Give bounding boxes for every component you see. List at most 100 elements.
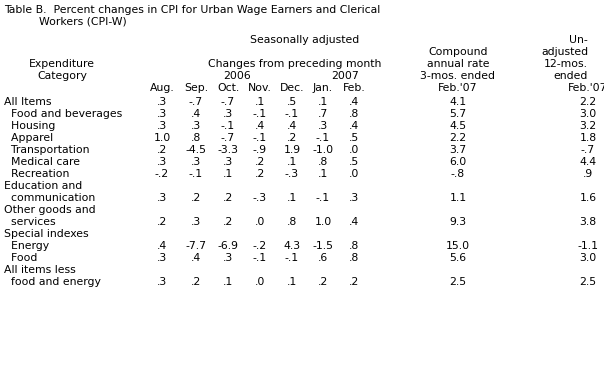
Text: Housing: Housing	[4, 121, 56, 131]
Text: communication: communication	[4, 193, 95, 203]
Text: .2: .2	[157, 217, 167, 227]
Text: .4: .4	[349, 217, 359, 227]
Text: Nov.: Nov.	[248, 83, 272, 93]
Text: .2: .2	[255, 169, 265, 179]
Text: .2: .2	[318, 277, 328, 287]
Text: .2: .2	[191, 193, 201, 203]
Text: .9: .9	[583, 169, 593, 179]
Text: .4: .4	[287, 121, 297, 131]
Text: .4: .4	[157, 241, 167, 251]
Text: Jan.: Jan.	[313, 83, 333, 93]
Text: .8: .8	[349, 253, 359, 263]
Text: Energy: Energy	[4, 241, 49, 251]
Text: .3: .3	[157, 253, 167, 263]
Text: 1.0: 1.0	[314, 217, 332, 227]
Text: 15.0: 15.0	[446, 241, 470, 251]
Text: .0: .0	[255, 217, 265, 227]
Text: .3: .3	[157, 109, 167, 119]
Text: Transportation: Transportation	[4, 145, 89, 155]
Text: .1: .1	[287, 277, 297, 287]
Text: Food: Food	[4, 253, 37, 263]
Text: Education and: Education and	[4, 181, 82, 191]
Text: services: services	[4, 217, 56, 227]
Text: -.1: -.1	[316, 193, 330, 203]
Text: -1.5: -1.5	[312, 241, 333, 251]
Text: Expenditure: Expenditure	[29, 59, 95, 69]
Text: .2: .2	[287, 133, 297, 143]
Text: Food and beverages: Food and beverages	[4, 109, 122, 119]
Text: 4.5: 4.5	[449, 121, 466, 131]
Text: 3.2: 3.2	[579, 121, 597, 131]
Text: Changes from preceding month: Changes from preceding month	[208, 59, 382, 69]
Text: .8: .8	[318, 157, 328, 167]
Text: Feb.: Feb.	[342, 83, 365, 93]
Text: 1.1: 1.1	[449, 193, 466, 203]
Text: 5.7: 5.7	[449, 109, 466, 119]
Text: -.7: -.7	[581, 145, 595, 155]
Text: .5: .5	[349, 133, 359, 143]
Text: Category: Category	[37, 71, 87, 81]
Text: .3: .3	[191, 121, 201, 131]
Text: .1: .1	[287, 193, 297, 203]
Text: 2.5: 2.5	[449, 277, 466, 287]
Text: 3.0: 3.0	[579, 109, 597, 119]
Text: .3: .3	[223, 109, 233, 119]
Text: .3: .3	[157, 121, 167, 131]
Text: .4: .4	[191, 253, 201, 263]
Text: -7.7: -7.7	[185, 241, 207, 251]
Text: 2006: 2006	[223, 71, 251, 81]
Text: -.3: -.3	[253, 193, 267, 203]
Text: Feb.'07: Feb.'07	[439, 83, 478, 93]
Text: 12-mos.: 12-mos.	[544, 59, 588, 69]
Text: -.1: -.1	[253, 253, 267, 263]
Text: -.1: -.1	[285, 253, 299, 263]
Text: .3: .3	[318, 121, 328, 131]
Text: .2: .2	[223, 193, 233, 203]
Text: Table B.  Percent changes in CPI for Urban Wage Earners and Clerical: Table B. Percent changes in CPI for Urba…	[4, 5, 381, 15]
Text: Workers (CPI-W): Workers (CPI-W)	[4, 17, 127, 27]
Text: .1: .1	[318, 97, 328, 107]
Text: -.1: -.1	[253, 109, 267, 119]
Text: .8: .8	[191, 133, 201, 143]
Text: 3.7: 3.7	[449, 145, 466, 155]
Text: -6.9: -6.9	[217, 241, 239, 251]
Text: .2: .2	[349, 277, 359, 287]
Text: .7: .7	[318, 109, 328, 119]
Text: .1: .1	[287, 157, 297, 167]
Text: .3: .3	[157, 193, 167, 203]
Text: .3: .3	[157, 97, 167, 107]
Text: -.9: -.9	[253, 145, 267, 155]
Text: 2.5: 2.5	[579, 277, 597, 287]
Text: Feb.'07: Feb.'07	[568, 83, 604, 93]
Text: 4.1: 4.1	[449, 97, 466, 107]
Text: 2.2: 2.2	[579, 97, 597, 107]
Text: Medical care: Medical care	[4, 157, 80, 167]
Text: -.1: -.1	[221, 121, 235, 131]
Text: -4.5: -4.5	[185, 145, 207, 155]
Text: 3.8: 3.8	[579, 217, 597, 227]
Text: .3: .3	[157, 157, 167, 167]
Text: Sep.: Sep.	[184, 83, 208, 93]
Text: .0: .0	[349, 169, 359, 179]
Text: Seasonally adjusted: Seasonally adjusted	[251, 35, 359, 45]
Text: .1: .1	[223, 169, 233, 179]
Text: -.1: -.1	[316, 133, 330, 143]
Text: .8: .8	[349, 241, 359, 251]
Text: .3: .3	[223, 157, 233, 167]
Text: .4: .4	[255, 121, 265, 131]
Text: .2: .2	[223, 217, 233, 227]
Text: .0: .0	[349, 145, 359, 155]
Text: 3.0: 3.0	[579, 253, 597, 263]
Text: -.7: -.7	[189, 97, 203, 107]
Text: Aug.: Aug.	[150, 83, 175, 93]
Text: All items less: All items less	[4, 265, 75, 275]
Text: .8: .8	[287, 217, 297, 227]
Text: .3: .3	[191, 157, 201, 167]
Text: .3: .3	[223, 253, 233, 263]
Text: Other goods and: Other goods and	[4, 205, 95, 215]
Text: Special indexes: Special indexes	[4, 229, 89, 239]
Text: 9.3: 9.3	[449, 217, 466, 227]
Text: Apparel: Apparel	[4, 133, 53, 143]
Text: -1.0: -1.0	[312, 145, 333, 155]
Text: Recreation: Recreation	[4, 169, 69, 179]
